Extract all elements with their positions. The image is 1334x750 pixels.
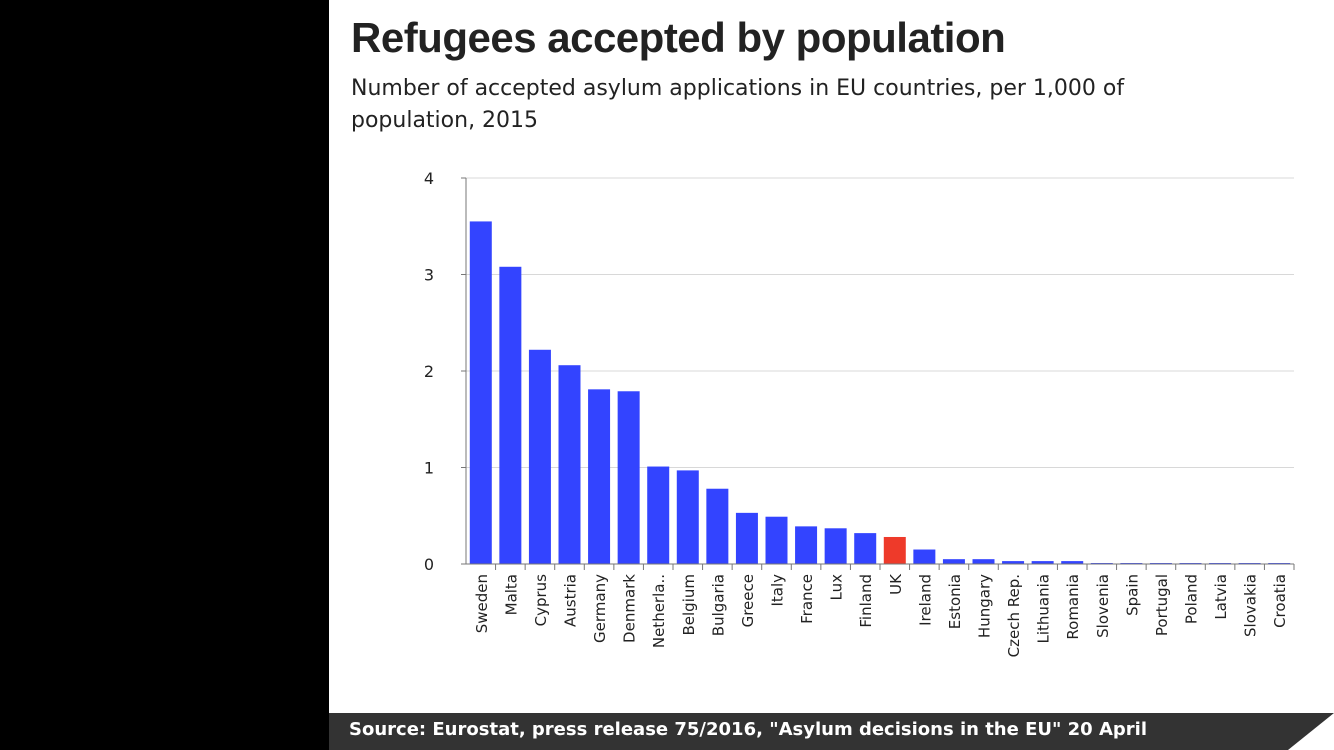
x-tick-label: Denmark: [621, 574, 639, 643]
x-tick-label: Finland: [857, 574, 875, 628]
bar: [1002, 561, 1025, 564]
x-tick-label: Estonia: [946, 574, 964, 629]
bar: [824, 528, 847, 564]
x-tick-label: Greece: [739, 574, 757, 627]
bar: [1061, 561, 1084, 564]
chart-subtitle: Number of accepted asylum applications i…: [351, 76, 1125, 133]
x-tick-label: Bulgaria: [709, 574, 727, 636]
x-tick-label: Malta: [502, 574, 520, 615]
x-tick-label: Netherla..: [650, 574, 668, 648]
x-tick-label: Hungary: [976, 574, 994, 638]
bar: [647, 466, 670, 564]
x-tick-label: Latvia: [1212, 574, 1230, 620]
x-tick-label: Portugal: [1153, 574, 1171, 636]
source-note: Source: Eurostat, press release 75/2016,…: [349, 719, 1147, 740]
bar: [499, 266, 522, 564]
bar-chart: 0 1 2 3 4 Sweden Malta Cyprus Austria Germany Denm…: [424, 169, 1295, 657]
bar: [972, 559, 995, 564]
source-label: Source:: [349, 719, 427, 740]
y-tick-label: 4: [424, 169, 434, 188]
x-tick-label: Romania: [1064, 574, 1082, 640]
x-tick-label: Italy: [769, 574, 787, 607]
x-tick-label: Czech Rep.: [1005, 574, 1023, 657]
x-tick-label: Poland: [1183, 574, 1201, 624]
bar: [765, 516, 788, 564]
x-tick-label: Slovakia: [1242, 574, 1260, 637]
chart-panel: Refugees accepted by population Number o…: [329, 0, 1334, 750]
y-tick-label: 2: [424, 362, 434, 381]
bar: [883, 536, 906, 564]
bar: [676, 470, 699, 564]
x-tick-label: Belgium: [680, 574, 698, 636]
bar: [617, 391, 640, 564]
x-tick-label: Lithuania: [1035, 574, 1053, 643]
bar: [588, 389, 611, 564]
bar: [854, 533, 877, 564]
x-tick-label: Austria: [562, 574, 580, 627]
x-tick-label: Croatia: [1271, 574, 1289, 628]
y-tick-label: 1: [424, 459, 434, 478]
x-tick-label: Slovenia: [1094, 574, 1112, 638]
x-tick-label: Cyprus: [532, 574, 550, 627]
x-tick-label: UK: [887, 573, 905, 595]
x-tick-label: Lux: [828, 574, 846, 601]
x-tick-label: Sweden: [473, 574, 491, 633]
bar: [735, 512, 758, 564]
x-tick-label: France: [798, 574, 816, 624]
x-tick-label: Ireland: [916, 574, 934, 626]
bar: [558, 365, 581, 564]
bar: [706, 488, 729, 564]
bar: [942, 559, 965, 564]
bar: [795, 526, 818, 564]
y-tick-label: 3: [424, 266, 434, 285]
y-tick-label: 0: [424, 555, 434, 574]
chart-title: Refugees accepted by population: [351, 14, 1006, 61]
source-footer: Source: Eurostat, press release 75/2016,…: [329, 713, 1334, 750]
source-text: Eurostat, press release 75/2016, "Asylum…: [432, 719, 1147, 740]
x-tick-label: Germany: [591, 574, 609, 643]
x-tick-label: Spain: [1123, 574, 1141, 616]
bar: [528, 349, 551, 564]
corner-fold: [1288, 713, 1334, 750]
bar: [1031, 561, 1054, 564]
bar: [469, 221, 492, 565]
bar: [913, 549, 936, 564]
